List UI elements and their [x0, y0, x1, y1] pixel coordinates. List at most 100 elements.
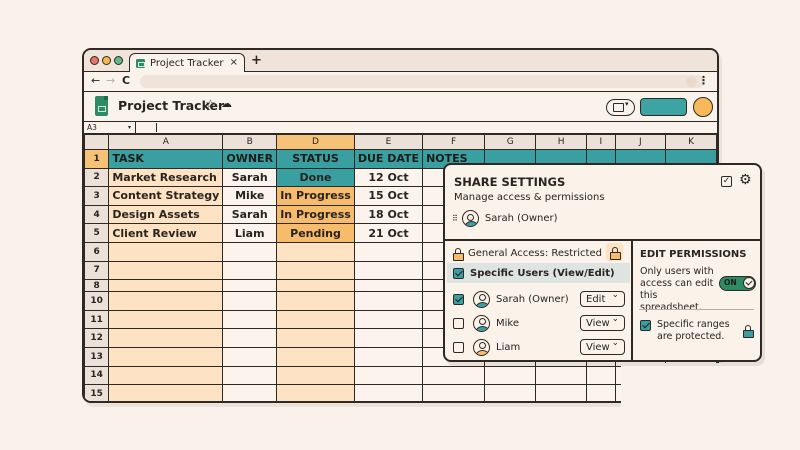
- column-header[interactable]: D: [276, 134, 355, 150]
- cell[interactable]: [484, 365, 537, 386]
- cell[interactable]: [276, 279, 355, 293]
- drag-handle-icon[interactable]: ⠿: [452, 214, 458, 223]
- owner-cell[interactable]: Liam: [222, 223, 278, 243]
- role-dropdown[interactable]: View: [580, 338, 625, 355]
- task-cell[interactable]: Design Assets: [108, 204, 224, 225]
- task-cell[interactable]: Content Strategy: [108, 186, 224, 206]
- row-header[interactable]: 8: [84, 279, 110, 293]
- cell[interactable]: [276, 384, 355, 401]
- row-header[interactable]: 6: [84, 241, 110, 262]
- due-date-cell[interactable]: 12 Oct: [353, 167, 424, 188]
- status-cell[interactable]: Pending: [276, 223, 355, 243]
- doc-title[interactable]: Project Tracker: [118, 98, 225, 113]
- column-header[interactable]: B: [222, 134, 278, 150]
- cell[interactable]: [222, 291, 278, 311]
- user-avatar[interactable]: [693, 97, 713, 117]
- status-cell[interactable]: Done: [276, 167, 355, 188]
- column-header[interactable]: A: [108, 134, 224, 150]
- column-header[interactable]: H: [535, 134, 588, 150]
- reload-icon[interactable]: C: [122, 74, 131, 87]
- owner-cell[interactable]: Sarah: [222, 204, 278, 225]
- cell[interactable]: [108, 309, 224, 330]
- cell[interactable]: [276, 291, 355, 311]
- cell[interactable]: [353, 309, 424, 330]
- edit-permissions-toggle[interactable]: ON: [719, 276, 756, 291]
- cell[interactable]: [276, 260, 355, 281]
- row-header[interactable]: 3: [84, 186, 110, 206]
- task-cell[interactable]: Client Review: [108, 223, 224, 243]
- select-all-corner[interactable]: [84, 134, 110, 150]
- cell[interactable]: [222, 260, 278, 281]
- cell[interactable]: [276, 328, 355, 348]
- column-header[interactable]: E: [353, 134, 424, 150]
- owner-cell[interactable]: Sarah: [222, 167, 278, 188]
- row-header[interactable]: 2: [84, 167, 110, 188]
- row-header[interactable]: 7: [84, 260, 110, 281]
- cell[interactable]: [108, 241, 224, 262]
- row-header[interactable]: 15: [84, 384, 110, 401]
- cell[interactable]: [422, 365, 486, 386]
- row-header[interactable]: 10: [84, 291, 110, 311]
- gear-icon[interactable]: ⚙: [739, 172, 752, 188]
- cell[interactable]: [276, 309, 355, 330]
- row-header[interactable]: 5: [84, 223, 110, 243]
- role-dropdown[interactable]: View: [580, 314, 625, 331]
- user-checkbox[interactable]: [453, 293, 464, 305]
- close-tab-icon[interactable]: ×: [229, 57, 238, 68]
- column-header[interactable]: G: [484, 134, 537, 150]
- cell[interactable]: [108, 279, 224, 293]
- header-cell-status[interactable]: STATUS: [276, 149, 355, 169]
- due-date-cell[interactable]: 15 Oct: [353, 186, 424, 206]
- column-header[interactable]: I: [586, 134, 616, 150]
- user-checkbox[interactable]: [453, 317, 464, 329]
- due-date-cell[interactable]: 18 Oct: [353, 204, 424, 225]
- row-header[interactable]: 13: [84, 346, 110, 367]
- cell[interactable]: [484, 384, 537, 401]
- header-cell-due-date[interactable]: DUE DATE: [353, 149, 424, 169]
- cell[interactable]: [222, 328, 278, 348]
- cell[interactable]: [108, 291, 224, 311]
- cell[interactable]: [276, 346, 355, 367]
- column-header[interactable]: F: [422, 134, 486, 150]
- cell[interactable]: [222, 309, 278, 330]
- star-icon[interactable]: ☆: [205, 97, 216, 111]
- browser-tab[interactable]: Project Tracker ×: [129, 53, 245, 73]
- cell[interactable]: [586, 365, 616, 386]
- role-dropdown[interactable]: Edit: [580, 290, 625, 307]
- status-cell[interactable]: In Progress: [276, 204, 355, 225]
- cell[interactable]: [222, 241, 278, 262]
- cell[interactable]: [222, 279, 278, 293]
- lock-access-button[interactable]: [606, 243, 623, 261]
- cell[interactable]: [276, 241, 355, 262]
- cell[interactable]: [353, 328, 424, 348]
- cell[interactable]: [108, 384, 224, 401]
- header-cell-task[interactable]: TASK: [108, 149, 224, 169]
- status-cell[interactable]: In Progress: [276, 186, 355, 206]
- cell[interactable]: [535, 384, 588, 401]
- profile-icon[interactable]: [686, 76, 697, 87]
- row-header[interactable]: 4: [84, 204, 110, 225]
- view-mode-button[interactable]: [606, 99, 635, 116]
- cell[interactable]: [276, 365, 355, 386]
- cell[interactable]: [353, 365, 424, 386]
- share-button[interactable]: [640, 98, 687, 116]
- browser-menu-icon[interactable]: ⋮: [698, 74, 709, 87]
- minimize-window-button[interactable]: [102, 56, 111, 65]
- address-bar[interactable]: [140, 75, 705, 88]
- row-header[interactable]: 11: [84, 309, 110, 330]
- cell[interactable]: [108, 346, 224, 367]
- protected-ranges-checkbox[interactable]: [640, 320, 651, 331]
- column-header[interactable]: J: [614, 134, 667, 150]
- specific-users-option[interactable]: Specific Users (View/Edit): [447, 263, 630, 283]
- cell[interactable]: [108, 260, 224, 281]
- name-box[interactable]: A3 ▾: [84, 122, 136, 134]
- cell[interactable]: [108, 328, 224, 348]
- cell[interactable]: [353, 241, 424, 262]
- specific-users-checkbox[interactable]: [453, 267, 464, 279]
- cell[interactable]: [586, 384, 616, 401]
- cell[interactable]: [222, 384, 278, 401]
- owner-cell[interactable]: Mike: [222, 186, 278, 206]
- cell[interactable]: [108, 365, 224, 386]
- new-tab-button[interactable]: +: [251, 53, 262, 68]
- user-checkbox[interactable]: [453, 341, 464, 353]
